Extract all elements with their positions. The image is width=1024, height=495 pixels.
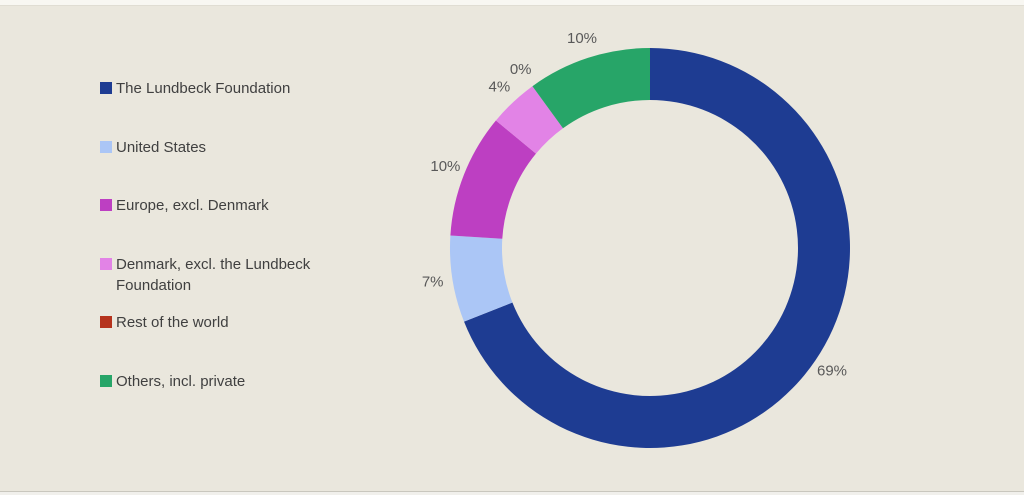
donut-segment[interactable] bbox=[449, 235, 513, 322]
segment-percentage-label: 10% bbox=[567, 30, 597, 47]
legend-item-label: United States bbox=[116, 138, 207, 156]
legend-item[interactable]: Rest of the world bbox=[100, 312, 229, 333]
legend-swatch-icon bbox=[100, 199, 112, 212]
legend-item-label: The Lundbeck Foundation bbox=[116, 80, 291, 97]
legend-item-label: Denmark, excl. the Lundbeck Foundation bbox=[116, 255, 311, 294]
donut-segment[interactable] bbox=[450, 120, 536, 239]
legend-swatch-icon bbox=[100, 82, 112, 94]
legend-swatch-icon bbox=[100, 316, 112, 329]
legend-item[interactable]: Denmark, excl. the Lundbeck Foundation bbox=[100, 254, 362, 296]
legend-item[interactable]: Others, incl. private bbox=[100, 371, 245, 392]
legend-swatch-icon bbox=[100, 257, 112, 270]
legend-item-label: Rest of the world bbox=[116, 314, 229, 332]
legend-swatch-icon bbox=[100, 140, 112, 153]
segment-percentage-label: 10% bbox=[430, 158, 460, 175]
segment-percentage-label: 0% bbox=[510, 61, 532, 78]
donut-data-labels: 69% 7% 10% 4%0% 10% bbox=[422, 30, 847, 380]
window-top-strip bbox=[0, 0, 1024, 6]
legend-swatch-icon bbox=[100, 375, 112, 387]
legend-item[interactable]: The Lundbeck Foundation bbox=[100, 78, 290, 99]
legend-item-label: Others, incl. private bbox=[116, 373, 246, 390]
legend-item[interactable]: United States bbox=[100, 137, 206, 158]
donut-segment[interactable] bbox=[532, 48, 650, 129]
legend-item[interactable]: Europe, excl. Denmark bbox=[100, 195, 269, 216]
donut-segments bbox=[449, 48, 850, 448]
donut-segment[interactable] bbox=[495, 86, 564, 154]
legend-item-label: Europe, excl. Denmark bbox=[116, 197, 269, 215]
window-bottom-strip bbox=[0, 491, 1024, 495]
segment-percentage-label: 7% bbox=[422, 273, 444, 290]
segment-percentage-label: 69% bbox=[817, 363, 847, 380]
segment-percentage-label: 4% bbox=[489, 79, 511, 96]
